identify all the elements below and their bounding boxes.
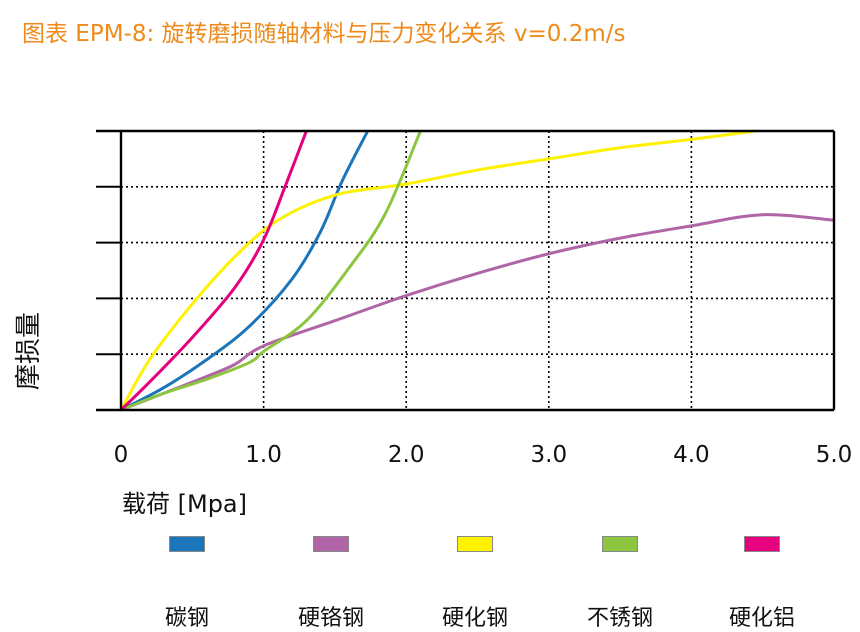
- legend-item: 硬化铝: [702, 536, 822, 632]
- x-tick-label: 5.0: [816, 442, 853, 468]
- x-tick-label: 1.0: [245, 442, 282, 468]
- plot-frame: [96, 129, 836, 412]
- legend-swatch: [744, 536, 780, 552]
- legend-label: 碳钢: [164, 606, 209, 631]
- legend-label: 硬化铝: [728, 606, 795, 631]
- chart-title: 图表 EPM-8: 旋转磨损随轴材料与压力变化关系 v=0.2m/s: [22, 21, 626, 47]
- legend-item: 硬化钢: [415, 536, 535, 632]
- series-line: [120, 130, 370, 412]
- legend-label: 不锈钢: [586, 606, 653, 631]
- x-tick-label: 0: [114, 442, 129, 468]
- legend-item: 硬铬钢: [271, 536, 391, 632]
- legend-swatch: [169, 536, 205, 552]
- series-lines: [119, 129, 835, 412]
- legend-label: 硬铬钢: [297, 606, 364, 631]
- legend-swatch: [313, 536, 349, 552]
- series-line: [120, 213, 835, 412]
- legend-swatch: [602, 536, 638, 552]
- axis-ticks: 0 1.0 2.0 3.0 4.0 5.0: [114, 442, 853, 468]
- legend-item: 不锈钢: [560, 536, 680, 632]
- series-line: [119, 129, 756, 411]
- series-line: [119, 130, 308, 412]
- series-line: [120, 130, 422, 412]
- x-tick-label: 3.0: [531, 442, 568, 468]
- x-tick-label: 2.0: [388, 442, 425, 468]
- legend-swatch: [457, 536, 493, 552]
- y-axis-label: 摩损量: [14, 311, 44, 390]
- legend-item: 碳钢: [127, 536, 247, 632]
- legend-label: 硬化钢: [441, 606, 508, 631]
- x-tick-label: 4.0: [673, 442, 710, 468]
- x-axis-label: 载荷 [Mpa]: [122, 490, 248, 518]
